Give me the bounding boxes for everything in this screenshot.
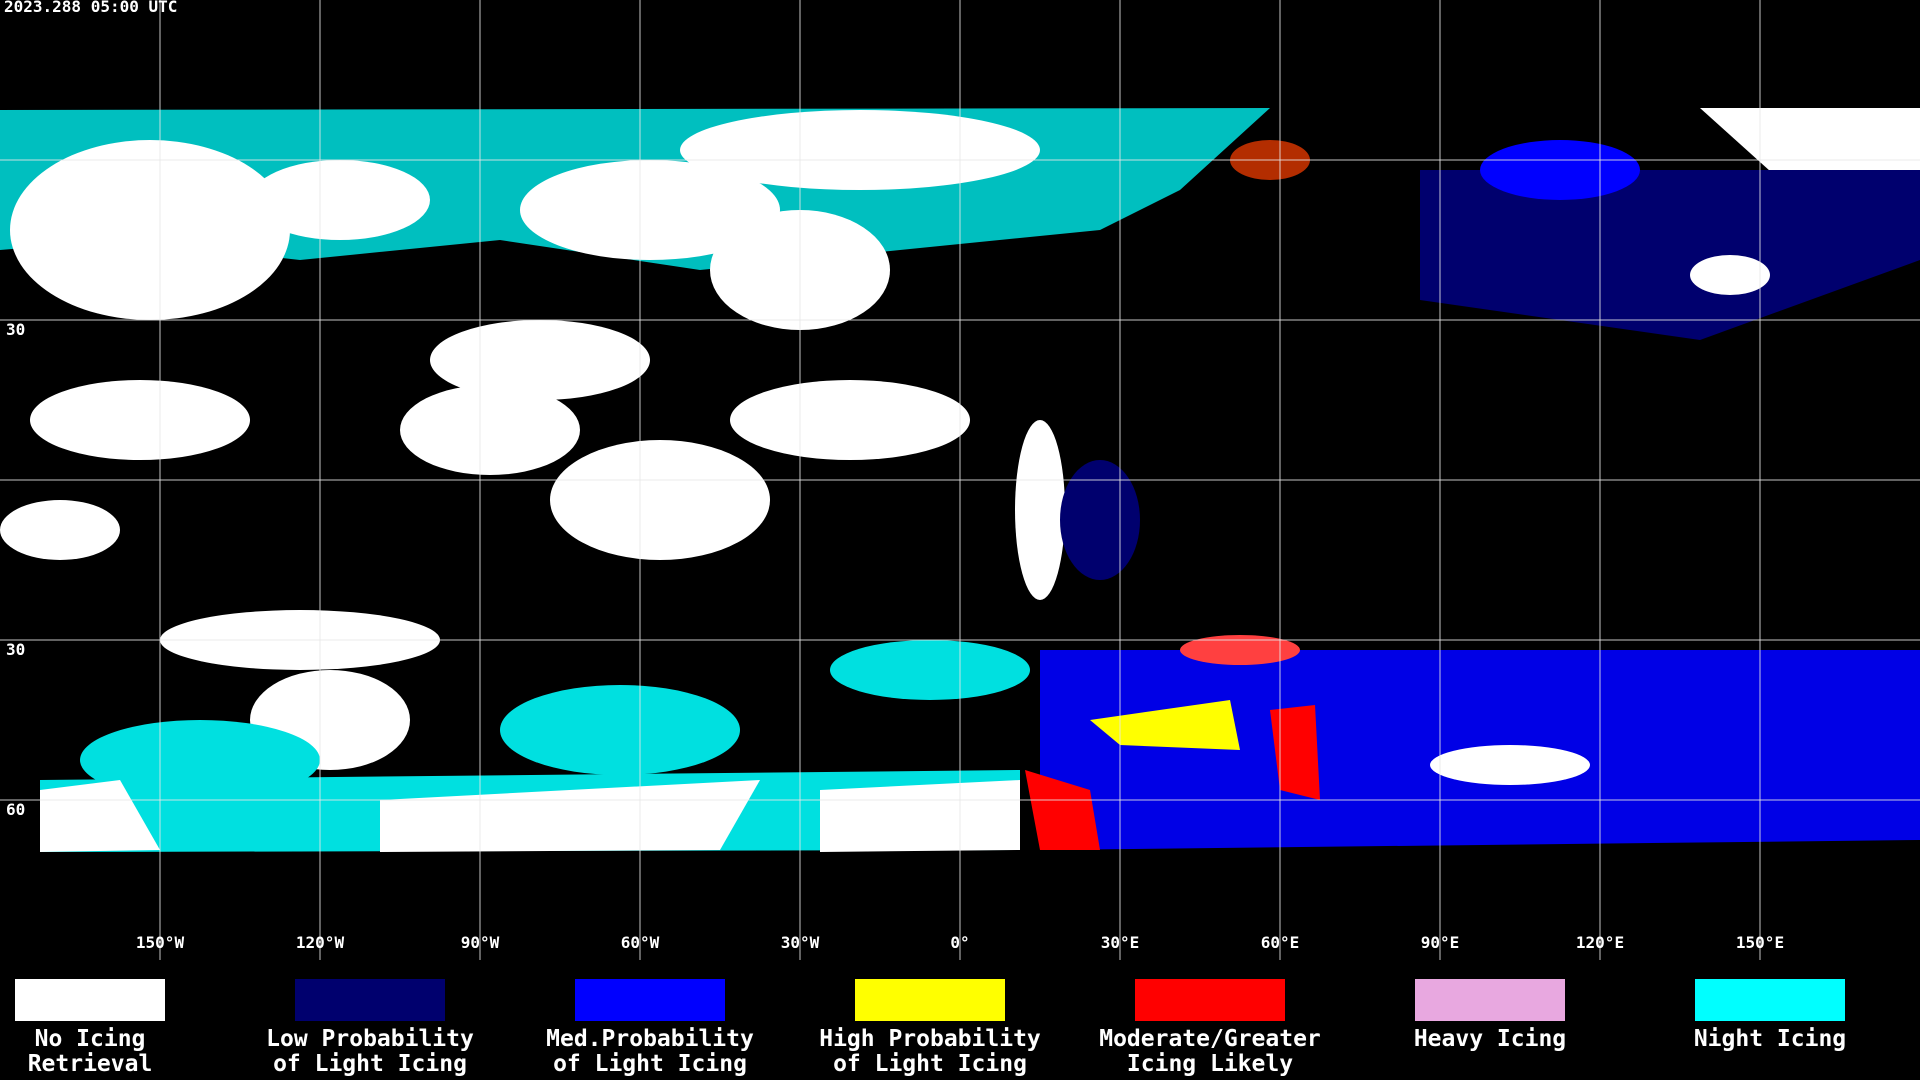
night-icing-area xyxy=(830,640,1030,700)
legend-label: of Light Icing xyxy=(833,1051,1027,1077)
no-icing-area xyxy=(40,780,160,852)
moderate-icing-area xyxy=(1025,770,1100,850)
longitude-label: 30°W xyxy=(781,933,820,952)
longitude-label: 90°E xyxy=(1421,933,1460,952)
cloud xyxy=(1690,255,1770,295)
high-icing-area xyxy=(1090,700,1240,750)
cloud xyxy=(30,380,250,460)
legend-label: Med.Probability xyxy=(546,1026,754,1052)
no-icing-area xyxy=(380,780,760,852)
legend-swatch xyxy=(295,979,445,1021)
night-icing-area xyxy=(500,685,740,775)
legend-swatch xyxy=(15,979,165,1021)
cloud xyxy=(250,160,430,240)
legend-swatch xyxy=(1135,979,1285,1021)
med-icing-area xyxy=(1480,140,1640,200)
legend-label: No Icing xyxy=(35,1026,146,1052)
legend-label: of Light Icing xyxy=(273,1051,467,1077)
legend-label: Retrieval xyxy=(28,1051,153,1077)
longitude-label: 120°E xyxy=(1576,933,1624,952)
cloud-imagery xyxy=(0,108,1920,852)
longitude-label: 30°E xyxy=(1101,933,1140,952)
longitude-label: 150°E xyxy=(1736,933,1784,952)
longitude-label: 120°W xyxy=(296,933,345,952)
timestamp: 2023.288 05:00 UTC xyxy=(4,0,177,16)
longitude-label: 150°W xyxy=(136,933,185,952)
legend-swatch xyxy=(855,979,1005,1021)
low-icing-area xyxy=(1420,170,1920,340)
cloud xyxy=(680,110,1040,190)
legend-swatch xyxy=(575,979,725,1021)
moderate-icing-area xyxy=(1270,705,1320,800)
cloud xyxy=(730,380,970,460)
longitude-label: 60°W xyxy=(621,933,660,952)
cloud xyxy=(10,140,290,320)
latitude-label: 60 xyxy=(6,800,25,819)
legend-swatch xyxy=(1415,979,1565,1021)
low-icing-area xyxy=(1060,460,1140,580)
legend-label: Icing Likely xyxy=(1127,1051,1293,1077)
legend-label: of Light Icing xyxy=(553,1051,747,1077)
legend-label: Heavy Icing xyxy=(1414,1026,1566,1052)
latitude-label: 30 xyxy=(6,640,25,659)
cloud xyxy=(1015,420,1065,600)
cloud xyxy=(0,500,120,560)
legend-label: Moderate/Greater xyxy=(1099,1026,1321,1052)
longitude-label: 60°E xyxy=(1261,933,1300,952)
legend-label: Night Icing xyxy=(1694,1026,1846,1052)
moderate-icing-area xyxy=(1180,635,1300,665)
legend-label: High Probability xyxy=(819,1026,1041,1052)
legend-swatch xyxy=(1695,979,1845,1021)
cloud xyxy=(400,385,580,475)
cloud xyxy=(430,320,650,400)
longitude-label: 0° xyxy=(950,933,969,952)
cloud xyxy=(520,160,780,260)
legend-label: Low Probability xyxy=(266,1026,474,1052)
latitude-label: 30 xyxy=(6,320,25,339)
graticule: 150°W 120°W 90°W 60°W 30°W 0° 30°E 60°E 90°E 120°… xyxy=(0,0,1920,960)
no-icing-area xyxy=(820,780,1020,852)
cloud xyxy=(1430,745,1590,785)
cloud xyxy=(550,440,770,560)
longitude-label: 90°W xyxy=(461,933,500,952)
